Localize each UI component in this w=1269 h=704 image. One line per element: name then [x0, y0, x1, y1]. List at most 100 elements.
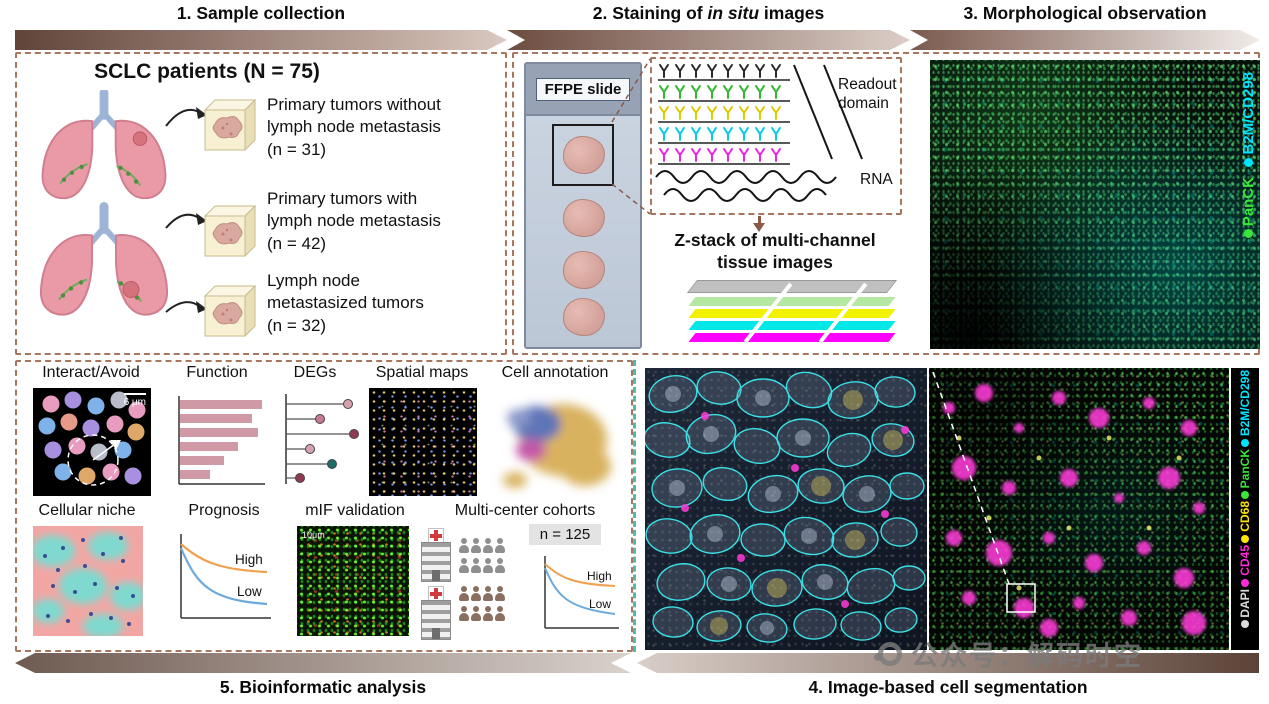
- morphology-image: B2M/CD298 PanCK: [930, 60, 1260, 349]
- tissue-section-4: [563, 298, 605, 336]
- multi-center-cohorts-graphic: n = 125 High Low: [421, 522, 626, 644]
- prognosis-high-label: High: [235, 552, 263, 567]
- morphology-marker-panck: PanCK: [1240, 177, 1257, 238]
- cellular-niche-image: [33, 526, 143, 636]
- watermark-text: 公众号：解码时空: [911, 641, 1143, 671]
- mif-validation-label: mIF validation: [305, 502, 405, 519]
- hospital-icon-1: [421, 528, 451, 582]
- zstack-layer-cyan: [688, 321, 896, 330]
- cell-annotation-label: Cell annotation: [501, 364, 609, 381]
- step3-arrow-ribbon: [910, 30, 1260, 50]
- marker-panck: PanCK: [1238, 449, 1252, 500]
- step4-title: 4. Image-based cell segmentation: [808, 677, 1088, 697]
- lungs-metastasis-illustration: [39, 202, 169, 316]
- marker-b2m: B2M/CD298: [1238, 370, 1252, 448]
- scale-bar-6um: 6 μm: [123, 393, 146, 408]
- tissue-section-1: [563, 136, 605, 174]
- people-group-brown: [459, 586, 523, 626]
- interact-avoid-cells: [38, 391, 146, 486]
- zoom-roi-square: [1006, 583, 1036, 613]
- cohort-survival-chart: High Low: [544, 556, 619, 629]
- antibody-row-4: [658, 127, 790, 144]
- tissue-section-3: [563, 251, 605, 289]
- tumor-cube-3: [203, 284, 257, 338]
- yellow-dot-icon: [1241, 535, 1249, 544]
- staining-morphology-panel: FFPE slide: [512, 52, 1260, 355]
- down-arrow-icon: [758, 216, 761, 224]
- roi-square: [552, 124, 614, 186]
- cell-outlines: [645, 371, 926, 643]
- sclc-patients-title: SCLC patients (N = 75): [94, 60, 320, 83]
- segmentation-overlay: [932, 371, 1206, 637]
- lungs-primary-illustration: [41, 90, 167, 200]
- step2-title: 2. Staining of in situ images: [592, 3, 825, 23]
- mif-validation-image: 10μm: [297, 526, 409, 636]
- green-dot-icon: [1241, 491, 1249, 500]
- zstack-layer-yellow: [688, 309, 896, 318]
- zstack-layer-magenta: [688, 333, 896, 342]
- ffpe-slide-label: FFPE slide: [536, 78, 630, 101]
- antibody-row-1: [658, 64, 790, 81]
- cyan-dot-icon: [1244, 157, 1253, 167]
- segmentation-zoom-image: [645, 368, 927, 650]
- prognosis-low-label: Low: [237, 584, 262, 599]
- prognosis-label: Prognosis: [188, 502, 260, 519]
- step2-title-italic: in situ: [707, 3, 760, 23]
- step5-title: 5. Bioinformatic analysis: [219, 677, 427, 697]
- tissue-section-2: [563, 199, 605, 237]
- hospital-icon-2: [421, 586, 451, 640]
- cell-annotation-umap: [503, 404, 611, 488]
- function-label: Function: [186, 364, 248, 381]
- step3-title: 3. Morphological observation: [963, 3, 1207, 23]
- sample-collection-panel: SCLC patients (N = 75): [15, 52, 507, 355]
- scale-bar-10um: 10μm: [302, 530, 325, 540]
- zoom-dashed-line: [932, 371, 1010, 585]
- step5-arrow-ribbon: [15, 653, 631, 673]
- segmentation-overview-image: [929, 368, 1229, 650]
- watermark-icon: [874, 641, 902, 666]
- magenta-dot-icon: [1241, 578, 1249, 587]
- zstack-layer-green: [688, 297, 896, 306]
- antibody-row-2: [658, 85, 790, 102]
- group-label-1: Primary tumors without lymph node metast…: [267, 95, 441, 159]
- interact-avoid-image: 6 μm: [33, 388, 151, 496]
- marker-cd45: CD45: [1238, 545, 1252, 587]
- antibody-row-5: [658, 148, 790, 165]
- rna-label: RNA: [860, 171, 893, 188]
- arrow-lung2-to-cube: [165, 213, 207, 229]
- green-dot-icon: [1244, 228, 1253, 238]
- ffpe-slide: FFPE slide: [524, 62, 642, 349]
- arrow-lymph-to-cube: [165, 301, 207, 313]
- degs-lollipop-chart: [285, 394, 359, 484]
- watermark: 公众号：解码时空: [874, 634, 1143, 673]
- marker-cd68: CD68: [1238, 501, 1252, 544]
- function-bar-chart: [178, 396, 265, 485]
- step1-title-text: 1. Sample collection: [176, 3, 346, 23]
- tumor-cube-1: [203, 98, 257, 152]
- marker-dapi: DAPI: [1238, 589, 1252, 629]
- rna-strands: [655, 170, 837, 202]
- cohort-high-label: High: [587, 569, 612, 583]
- grey-dot-icon: [1241, 620, 1249, 629]
- prognosis-chart: High Low: [179, 534, 271, 619]
- step2-arrow-ribbon: [507, 30, 910, 50]
- teal-divider: [633, 360, 636, 652]
- interact-avoid-label: Interact/Avoid: [42, 364, 140, 381]
- cohort-low-label: Low: [589, 597, 611, 611]
- antibody-row-3: [658, 106, 790, 123]
- step4-arrow-ribbon: [637, 653, 1259, 673]
- cohort-n-badge: n = 125: [529, 524, 601, 545]
- morphology-marker-legend: B2M/CD298 PanCK: [1240, 72, 1257, 238]
- multi-center-cohorts-label: Multi-center cohorts: [454, 502, 596, 519]
- spatial-maps-label: Spatial maps: [375, 364, 469, 381]
- segmentation-marker-legend: B2M/CD298 PanCK CD68 CD45 DAPI: [1231, 368, 1259, 650]
- degs-label: DEGs: [293, 364, 337, 381]
- step1-arrow-ribbon: [15, 30, 507, 50]
- tumor-cube-2: [203, 204, 257, 258]
- cellular-niche-label: Cellular niche: [38, 502, 136, 519]
- readout-domain-box: Readout domain RNA: [650, 57, 902, 215]
- bioinformatic-panel: Interact/Avoid Function DEGs Spatial map…: [15, 360, 633, 652]
- cyan-dot-icon: [1241, 439, 1249, 448]
- step1-title: 1. Sample collection: [15, 3, 507, 24]
- group-label-3: Lymph node metastasized tumors (n = 32): [267, 271, 424, 335]
